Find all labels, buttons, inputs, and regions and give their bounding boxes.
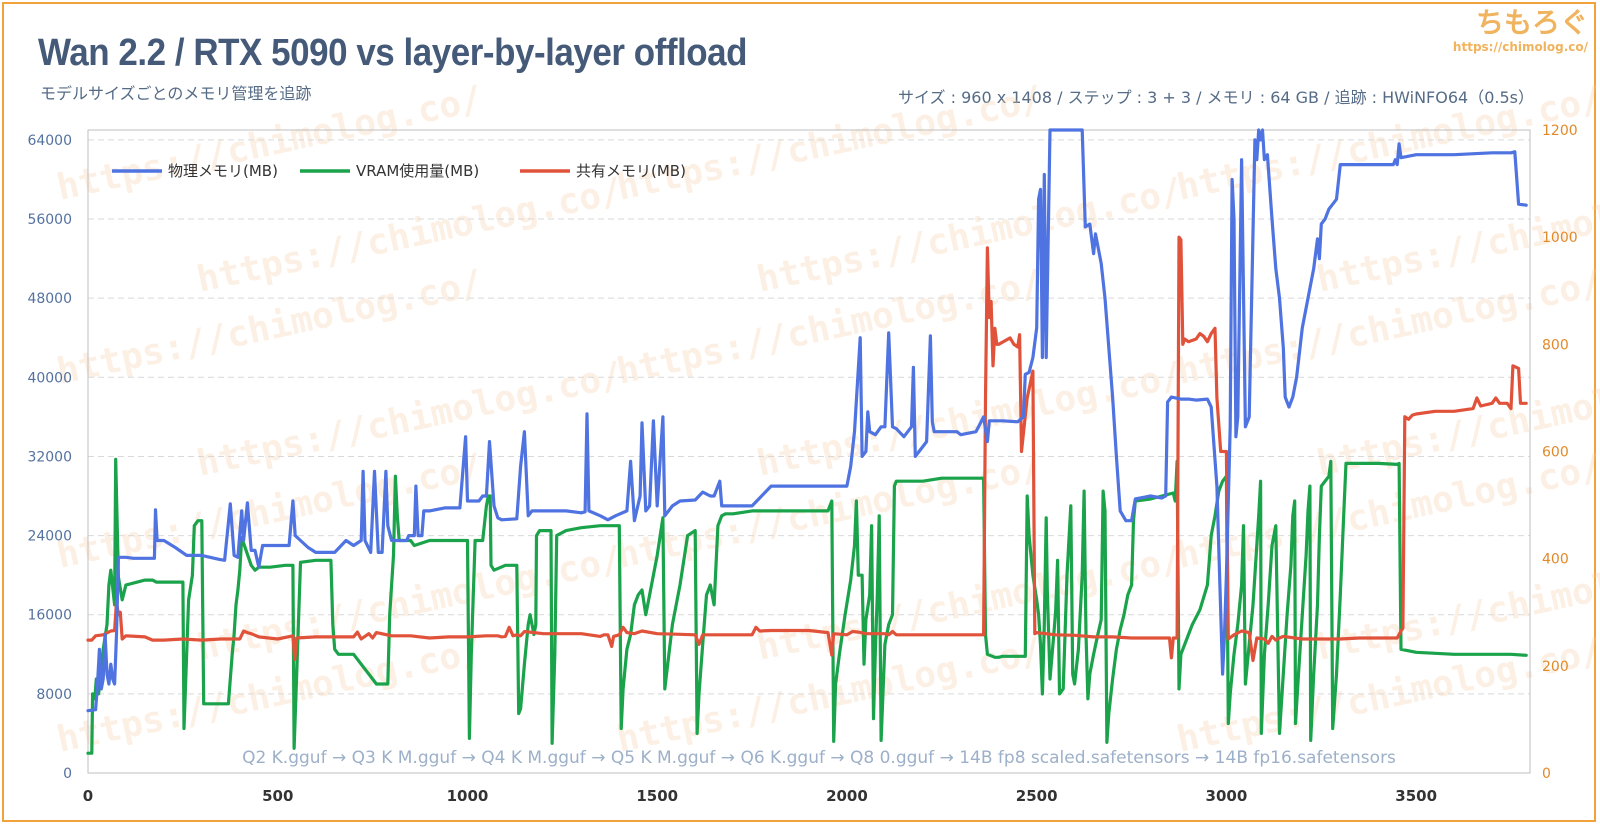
plot-area-border [87, 129, 1531, 774]
series-line-2 [86, 235, 1528, 663]
y-left-tick-label: 32000 [27, 449, 72, 465]
y-left-tick-label: 8000 [36, 687, 72, 703]
x-axis: 0 500 1000 1500 2000 2500 3000 3500 [83, 787, 1437, 805]
y-left-tick-label: 64000 [27, 133, 72, 149]
legend-label: 共有メモリ(MB) [576, 162, 686, 180]
y-left-tick-label: 24000 [27, 529, 72, 545]
watermark-layer: https://chimolog.co/https://chimolog.co/… [53, 79, 1600, 761]
x-tick-label: 3500 [1395, 787, 1437, 805]
x-tick-label: 500 [262, 787, 293, 805]
legend-label: VRAM使用量(MB) [356, 162, 479, 180]
x-tick-label: 2500 [1016, 787, 1058, 805]
watermark-text: https://chimolog.co/ [1173, 79, 1600, 209]
y-left-tick-label: 16000 [27, 608, 72, 624]
chart-title: Wan 2.2 / RTX 5090 vs layer-by-layer off… [38, 32, 748, 74]
test-settings: サイズ : 960 x 1408 / ステップ : 3 + 3 / メモリ : … [898, 88, 1534, 107]
y-right-tick-label: 1200 [1542, 123, 1578, 139]
series-layer [86, 128, 1528, 755]
x-tick-label: 1500 [636, 787, 678, 805]
series-line-1 [86, 457, 1528, 755]
chart-subtitle: モデルサイズごとのメモリ管理を追跡 [40, 84, 312, 103]
legend-label: 物理メモリ(MB) [168, 162, 278, 180]
y-left-tick-label: 0 [63, 766, 72, 782]
x-tick-label: 0 [83, 787, 93, 805]
watermark-text: https://chimolog.co/ [53, 79, 486, 209]
y-right-tick-label: 200 [1542, 659, 1569, 675]
y-right-tick-label: 800 [1542, 337, 1569, 353]
y-right-tick-label: 1000 [1542, 230, 1578, 246]
y-right-tick-label: 600 [1542, 445, 1569, 461]
y-axis-left: 0 8000 16000 24000 32000 40000 48000 56000 64000 [27, 133, 72, 782]
brand-name: ちもろぐ [1475, 6, 1588, 39]
brand-logo: ちもろぐ https://chimolog.co/ [1453, 6, 1588, 54]
y-left-tick-label: 56000 [27, 212, 72, 228]
y-axis-right: 0 200 400 600 800 1000 1200 [1542, 123, 1578, 782]
watermark-text: https://chimolog.co/ [613, 79, 1046, 209]
y-left-tick-label: 40000 [27, 370, 72, 386]
x-tick-label: 3000 [1206, 787, 1248, 805]
chart-legend: 物理メモリ(MB) VRAM使用量(MB) 共有メモリ(MB) [112, 162, 686, 180]
model-sequence-annotation: Q2 K.gguf → Q3 K M.gguf → Q4 K M.gguf → … [242, 748, 1396, 768]
y-left-tick-label: 48000 [27, 291, 72, 307]
x-tick-label: 2000 [826, 787, 868, 805]
x-tick-label: 1000 [447, 787, 489, 805]
y-right-tick-label: 400 [1542, 552, 1569, 568]
series-line-0 [86, 128, 1528, 713]
brand-url: https://chimolog.co/ [1452, 40, 1588, 54]
y-right-tick-label: 0 [1542, 766, 1551, 782]
